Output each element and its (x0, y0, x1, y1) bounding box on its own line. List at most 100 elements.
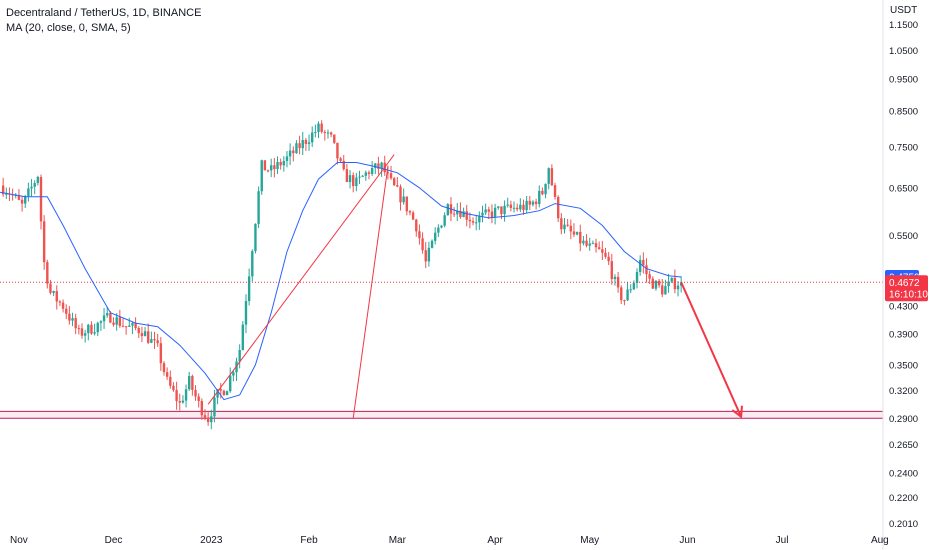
arrow-head (731, 405, 743, 419)
candle-body (273, 165, 276, 170)
candle-body (579, 231, 582, 244)
price-axis[interactable]: 1.1500 1.0500 0.9500 0.8500 0.7500 0.6500 0.55… (882, 0, 928, 550)
candle-body (361, 175, 364, 177)
candle-body (408, 211, 412, 213)
candle-body (178, 401, 181, 403)
time-axis[interactable]: Nov Dec 2023 Feb Mar Apr May Jun Jul Aug (10, 535, 889, 546)
candle-body (538, 190, 541, 205)
candle-body (481, 212, 484, 216)
candle-body (42, 221, 46, 263)
candle-body (55, 291, 58, 302)
candle-body (279, 161, 282, 166)
candle-body (244, 301, 248, 325)
symbol-title: Decentraland / TetherUS, 1D, BINANCE (6, 7, 202, 19)
candle-body (118, 317, 122, 326)
candle-body (175, 390, 178, 402)
candle-body (140, 333, 144, 337)
candle-body (478, 215, 481, 223)
x-tick-label: Jun (679, 535, 695, 546)
candle-body (143, 331, 147, 337)
candle-body (80, 328, 84, 336)
candle-body (197, 396, 200, 401)
candle-body (165, 372, 169, 377)
candle-body (61, 302, 65, 309)
candle-body (610, 261, 613, 280)
candle-body (531, 201, 535, 205)
candle-body (266, 170, 270, 172)
candle-body (14, 195, 17, 197)
candle-body (257, 191, 260, 224)
candle-body (651, 278, 654, 289)
candle-body (638, 259, 642, 272)
candle-body (137, 328, 140, 334)
y-tick-label: 0.8500 (889, 107, 918, 118)
y-tick-label: 0.3900 (889, 329, 918, 340)
candle-body (459, 210, 462, 218)
y-tick-label: 0.5500 (889, 231, 918, 242)
price-pane (0, 120, 883, 430)
candle-body (493, 207, 497, 218)
candle-body (194, 389, 197, 397)
candle-body (594, 243, 598, 248)
candle-body (670, 277, 673, 282)
candle-body (102, 315, 106, 322)
candle-body (301, 140, 304, 149)
candle-body (421, 238, 424, 251)
candle-body (569, 225, 572, 232)
candle-body (33, 182, 36, 187)
candle-body (131, 323, 134, 326)
candle-body (270, 165, 273, 171)
candle-body (515, 207, 519, 210)
candle-body (184, 389, 188, 401)
candle-body (484, 209, 487, 213)
candle-body (96, 322, 99, 333)
candle-body (52, 291, 55, 293)
y-tick-label: 0.9500 (889, 75, 918, 86)
candle-body (642, 259, 645, 266)
trendline (207, 154, 395, 405)
candle-body (358, 176, 361, 178)
candle-body (147, 331, 150, 343)
candle-body (528, 200, 531, 205)
candle-body (307, 142, 311, 144)
x-tick-label: Dec (105, 535, 123, 546)
candle-body (355, 177, 358, 187)
candle-body (661, 285, 664, 295)
candle-body (446, 204, 450, 216)
candle-body (121, 325, 125, 327)
candle-body (222, 390, 226, 396)
candle-body (597, 247, 601, 250)
candle-body (411, 212, 415, 220)
candle-body (260, 160, 263, 192)
currency-label: USDT (890, 5, 918, 16)
x-tick-label: Aug (871, 535, 889, 546)
candle-body (465, 211, 468, 220)
candle-body (288, 150, 292, 157)
candle-body (525, 200, 528, 211)
ma-line (0, 162, 682, 401)
candle-body (399, 186, 402, 203)
drawn-line (352, 166, 389, 419)
candle-body (188, 376, 191, 390)
candle-body (36, 177, 40, 183)
candle-body (452, 213, 456, 215)
candle-body (24, 195, 27, 204)
candle-body (396, 185, 399, 187)
candle-body (392, 178, 396, 186)
candles (1, 120, 683, 430)
ma-legend: MA (20, close, 0, SMA, 5) (6, 22, 131, 34)
candle-body (534, 201, 538, 205)
candle-body (654, 280, 658, 289)
candle-body (440, 225, 443, 228)
candle-body (471, 221, 475, 223)
candle-body (370, 168, 374, 174)
y-tick-label: 0.2650 (889, 440, 918, 451)
candle-body (437, 227, 440, 233)
candle-body (219, 389, 222, 391)
candle-body (418, 231, 421, 239)
candle-body (225, 391, 229, 396)
candle-body (320, 123, 323, 132)
candle-body (339, 158, 342, 161)
candle-body (68, 313, 71, 321)
